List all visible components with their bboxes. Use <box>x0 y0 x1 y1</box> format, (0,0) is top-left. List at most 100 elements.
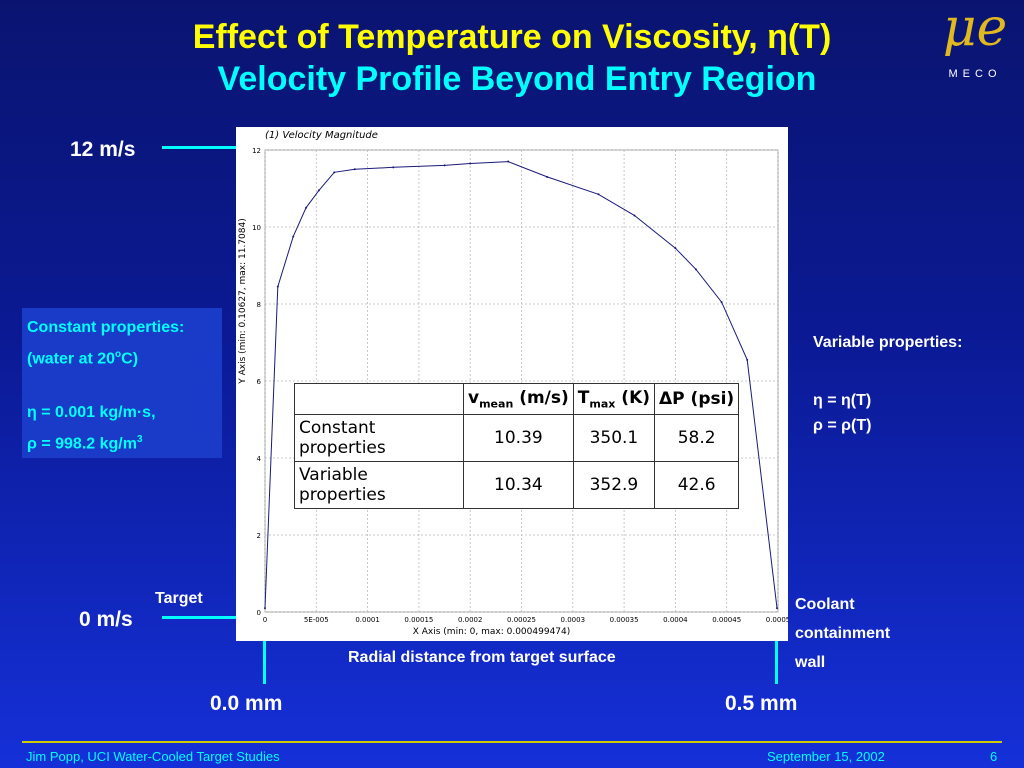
results-table-wrap: vmean (m/s) Tmax (K) ΔP (psi) Constant p… <box>294 383 740 509</box>
coolant-line-2: containment <box>795 625 891 642</box>
data-point <box>317 189 320 192</box>
x-axis-label: X Axis (min: 0, max: 0.000499474) <box>413 627 571 637</box>
footer-page: 6 <box>990 749 998 764</box>
footer-divider <box>22 741 1002 743</box>
table-header-empty <box>294 383 464 415</box>
x-tick-label: 0.00045 <box>712 616 741 624</box>
constant-title: Constant properties: <box>27 319 185 336</box>
data-point <box>264 607 266 610</box>
table-row-label: Constant properties <box>294 414 464 462</box>
hdr-v-unit: (m/s) <box>513 387 569 408</box>
y-tick-label: 0 <box>257 609 261 617</box>
variable-rho: ρ = ρ(T) <box>813 417 872 434</box>
y-axis-label: Y Axis (min: 0.10627, max: 11.7084) <box>238 218 248 384</box>
velocity-max-pointer <box>162 146 244 149</box>
velocity-zero-label: 0 m/s <box>79 608 133 631</box>
data-point <box>305 206 308 209</box>
degree-sup: o <box>115 349 122 360</box>
table-header-row: vmean (m/s) Tmax (K) ΔP (psi) <box>294 383 740 415</box>
data-point <box>292 235 295 238</box>
spacer <box>813 357 962 386</box>
right-distance-label: 0.5 mm <box>725 692 798 715</box>
constant-properties-box: Constant properties: (water at 20oC) η =… <box>22 308 222 458</box>
hdr-t: T <box>577 387 590 408</box>
left-wall-pointer <box>263 640 266 684</box>
spacer <box>27 372 222 399</box>
x-tick-label: 5E-005 <box>304 616 329 624</box>
data-point <box>694 268 697 271</box>
table-row-label: Variable properties <box>294 461 464 509</box>
variable-properties-box: Variable properties: η = η(T) ρ = ρ(T) <box>813 328 962 437</box>
data-point <box>507 160 510 163</box>
table-cell: 42.6 <box>654 461 740 509</box>
data-point <box>674 247 677 250</box>
footer-date: September 15, 2002 <box>767 749 885 764</box>
y-tick-label: 6 <box>257 378 262 386</box>
velocity-chart-svg: 0 5E-005 0.0001 0.00015 0.0002 0.00025 0.0003 0… <box>238 130 790 637</box>
cube-sup: 3 <box>136 434 143 446</box>
data-point <box>633 214 636 217</box>
table-header-dp: ΔP (psi) <box>654 383 740 415</box>
table-cell: 350.1 <box>572 414 656 462</box>
constant-eta: η = 0.001 kg/m·s, <box>27 404 156 422</box>
y-tick-label: 2 <box>257 532 261 540</box>
chart-title: (1) Velocity Magnitude <box>265 130 378 141</box>
table-header-tmax: Tmax (K) <box>572 383 656 415</box>
slide-title: Effect of Temperature on Viscosity, η(T) <box>192 18 832 56</box>
table-cell: 58.2 <box>654 414 740 462</box>
logo-text: MECO <box>948 68 1002 80</box>
velocity-plot: 0 5E-005 0.0001 0.00015 0.0002 0.00025 0.0003 0… <box>236 127 790 641</box>
x-tick-label: 0.00015 <box>404 616 433 624</box>
logo-glyph: μe <box>942 0 1008 58</box>
left-distance-label: 0.0 mm <box>210 692 283 715</box>
y-tick-label: 12 <box>252 147 261 155</box>
x-tick-label: 0.0004 <box>663 616 688 624</box>
hdr-t-unit: (K) <box>615 387 651 408</box>
table-row: Variable properties 10.34 352.9 42.6 <box>294 461 740 509</box>
data-point <box>775 607 778 610</box>
x-tick-label: 0.00025 <box>507 616 536 624</box>
target-label: Target <box>155 590 203 607</box>
table-cell: 10.34 <box>463 461 574 509</box>
x-tick-label: 0.0005 <box>766 616 788 624</box>
variable-title: Variable properties: <box>813 334 963 351</box>
slide-subtitle: Velocity Profile Beyond Entry Region <box>217 60 817 98</box>
right-wall-pointer <box>775 640 778 684</box>
x-tick-label: 0.0002 <box>458 616 483 624</box>
footer-author: Jim Popp, UCI Water-Cooled Target Studie… <box>26 749 280 764</box>
table-header-vmean: vmean (m/s) <box>463 383 574 415</box>
table-row: Constant properties 10.39 350.1 58.2 <box>294 414 740 462</box>
velocity-max-label: 12 m/s <box>70 138 136 161</box>
data-point <box>469 162 472 165</box>
data-point <box>276 285 279 288</box>
variable-eta: η = η(T) <box>813 392 872 409</box>
data-point <box>353 168 356 171</box>
data-point <box>443 164 446 167</box>
x-tick-label: 0 <box>263 616 267 624</box>
constant-subtitle-text: (water at 20 <box>27 350 116 368</box>
y-tick-label: 8 <box>257 301 261 309</box>
x-tick-label: 0.0001 <box>355 616 380 624</box>
coolant-line-3: wall <box>795 654 826 671</box>
table-cell: 352.9 <box>572 461 656 509</box>
y-tick-label: 4 <box>257 455 262 463</box>
data-point <box>720 301 723 304</box>
constant-rho-text: ρ = 998.2 kg/m <box>27 435 137 453</box>
data-point <box>597 193 600 196</box>
data-point <box>746 358 749 361</box>
hdr-v: v <box>468 387 480 408</box>
radial-distance-label: Radial distance from target surface <box>348 649 616 666</box>
meco-logo: μe MECO <box>935 0 1015 84</box>
data-point <box>546 175 549 178</box>
constant-rho: ρ = 998.2 kg/m3 <box>27 426 222 457</box>
coolant-wall-label: Coolant containment wall <box>795 590 890 677</box>
x-tick-label: 0.0003 <box>561 616 586 624</box>
data-point <box>392 166 395 169</box>
coolant-line-1: Coolant <box>795 596 855 613</box>
hdr-t-sub: max <box>589 397 616 411</box>
constant-subtitle: (water at 20oC) <box>27 341 222 372</box>
velocity-zero-pointer <box>162 616 244 619</box>
hdr-v-sub: mean <box>479 397 514 411</box>
results-table: vmean (m/s) Tmax (K) ΔP (psi) Constant p… <box>294 383 740 509</box>
table-cell: 10.39 <box>463 414 574 462</box>
